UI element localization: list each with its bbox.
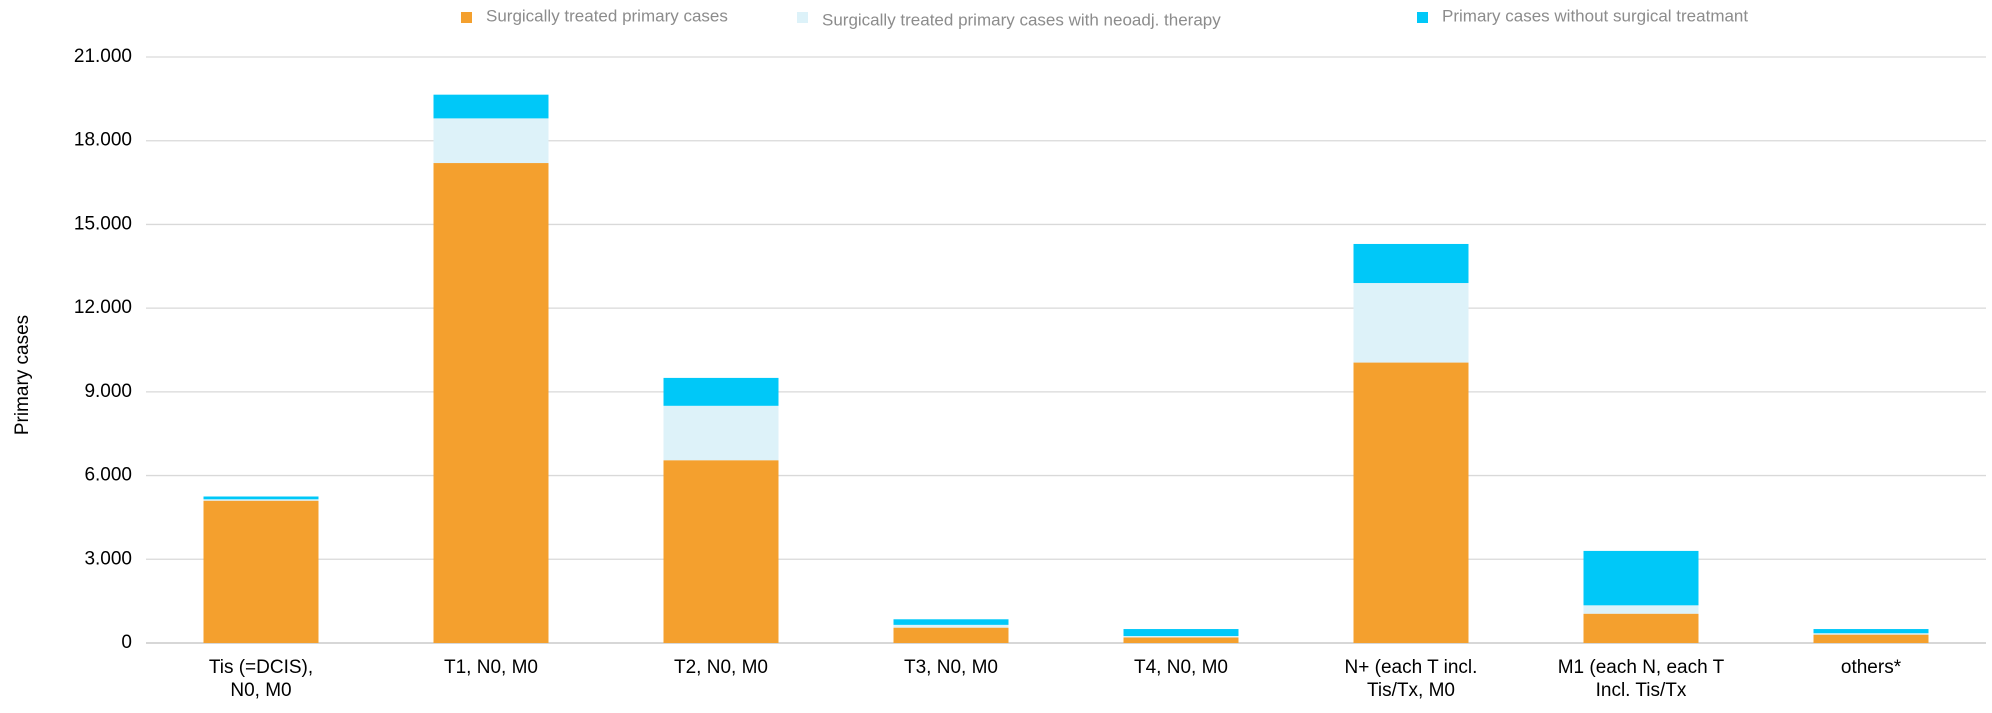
x-tick-label: T1, N0, M0 — [444, 657, 538, 678]
x-tick-label: T4, N0, M0 — [1134, 657, 1228, 678]
legend-marker — [1417, 12, 1428, 23]
y-tick-label: 9.000 — [84, 381, 132, 402]
bar-segment — [1813, 633, 1929, 635]
bar-segment — [203, 499, 319, 501]
bar-segment — [663, 405, 779, 461]
bar-segment — [1353, 283, 1469, 363]
y-tick-label: 6.000 — [84, 465, 132, 486]
y-tick-label: 21.000 — [74, 46, 132, 67]
legend-marker — [461, 12, 472, 23]
bar-segment — [1353, 243, 1469, 284]
legend-marker — [797, 12, 808, 23]
bar-segment — [1353, 362, 1469, 643]
y-tick-label: 18.000 — [74, 130, 132, 151]
bar-segment — [1123, 636, 1239, 638]
bar-segment — [433, 94, 549, 119]
y-tick-label: 12.000 — [74, 297, 132, 318]
bar-segment — [1583, 605, 1699, 614]
y-tick-label: 0 — [121, 632, 132, 653]
legend-label: Primary cases without surgical treatmant — [1442, 6, 1748, 25]
bar-segment — [433, 118, 549, 164]
bar-segment — [663, 377, 779, 406]
y-tick-label: 3.000 — [84, 548, 132, 569]
x-tick-label: M1 (each N, each T Incl. Tis/Tx — [1557, 657, 1725, 701]
bar-segment — [1583, 550, 1699, 606]
bar-segment — [1123, 637, 1239, 643]
y-axis-label: Primary cases — [12, 315, 33, 435]
x-tick-label: T2, N0, M0 — [674, 657, 768, 678]
y-tick-label: 15.000 — [74, 213, 132, 234]
legend-label: Surgically treated primary cases — [486, 6, 728, 25]
bar-segment — [663, 460, 779, 643]
bar-segment — [1583, 613, 1699, 643]
x-tick-label: N+ (each T incl. Tis/Tx, M0 — [1344, 657, 1478, 701]
bar-segment — [1813, 634, 1929, 643]
x-tick-label: others* — [1840, 657, 1902, 678]
bar-segment — [433, 163, 549, 644]
x-tick-label: Tis (=DCIS), N0, M0 — [208, 657, 314, 701]
bar-segment — [1813, 629, 1929, 634]
legend-label: Surgically treated primary cases with ne… — [822, 10, 1221, 29]
bar-segment — [893, 619, 1009, 625]
bar-segment — [893, 624, 1009, 628]
bar-segment — [203, 496, 319, 500]
bar-segment — [893, 627, 1009, 643]
bar-segment — [203, 500, 319, 643]
bar-segment — [1123, 629, 1239, 637]
x-tick-label: T3, N0, M0 — [904, 657, 998, 678]
